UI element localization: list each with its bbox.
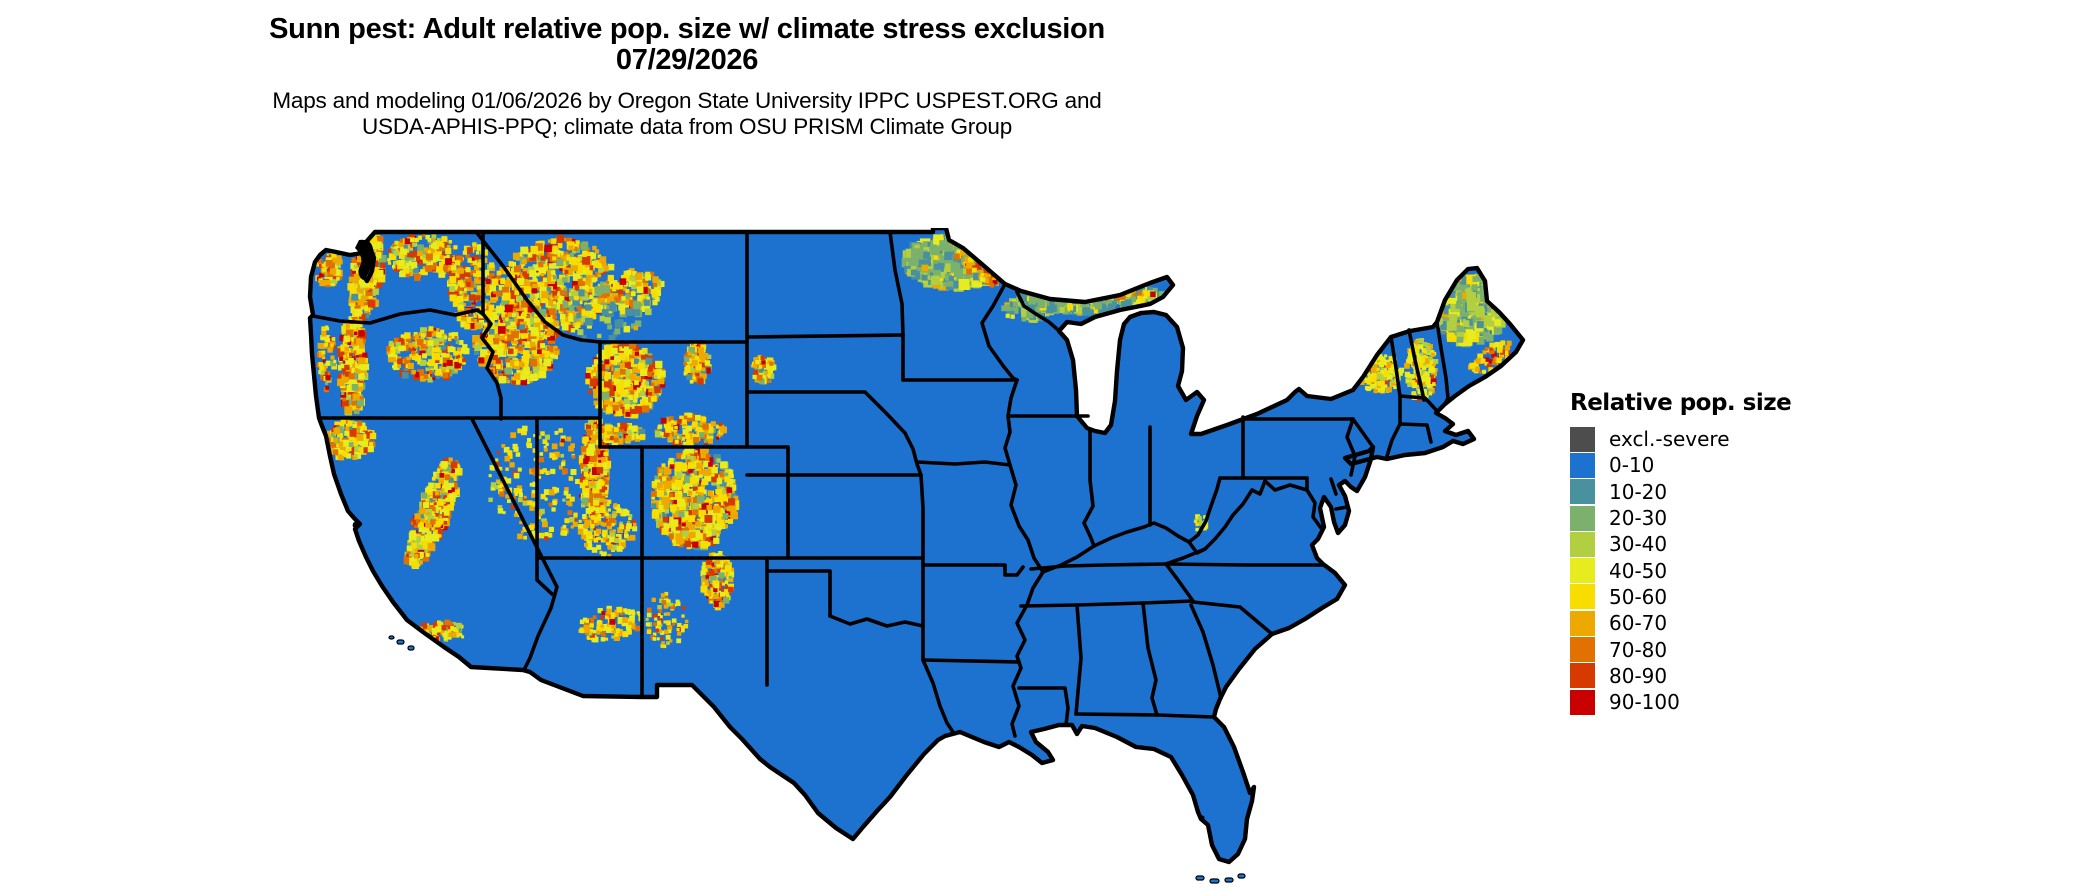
hotspot-or-cascades xyxy=(337,316,370,416)
map-legend: Relative pop. size excl.-severe 0-10 10-20… xyxy=(1570,390,1900,715)
hotspot-mt-west xyxy=(489,235,616,336)
legend-label: 30-40 xyxy=(1609,532,1668,557)
legend-swatch xyxy=(1570,558,1595,584)
legend-swatch xyxy=(1570,426,1595,452)
legend-label: excl.-severe xyxy=(1609,427,1730,452)
legend-swatch xyxy=(1570,505,1595,531)
hotspot-wa-okanogan xyxy=(387,233,461,281)
hotspot-yellowstone-wy xyxy=(585,342,666,419)
map-subtitle: Maps and modeling 01/06/2026 by Oregon S… xyxy=(137,88,1237,140)
florida-key xyxy=(1209,878,1220,884)
legend-item: 20-30 xyxy=(1570,505,1900,531)
hotspot-id-panhandle xyxy=(447,242,499,331)
legend-label: 60-70 xyxy=(1609,611,1668,636)
legend-swatch xyxy=(1570,637,1595,663)
map-subtitle-line1: Maps and modeling 01/06/2026 by Oregon S… xyxy=(272,88,1102,113)
legend-item: 70-80 xyxy=(1570,636,1900,663)
legend-item: 50-60 xyxy=(1570,584,1900,610)
legend-rows: excl.-severe 0-10 10-20 20-30 30-40 40-50 50-6… xyxy=(1570,426,1900,715)
hotspot-co-rockies xyxy=(650,445,740,551)
legend-label: 20-30 xyxy=(1609,506,1668,531)
legend-label: 50-60 xyxy=(1609,584,1668,609)
legend-swatch xyxy=(1570,531,1595,557)
legend-swatch xyxy=(1570,479,1595,505)
legend-item: 40-50 xyxy=(1570,557,1900,584)
legend-swatch xyxy=(1570,610,1595,636)
islands xyxy=(388,635,1246,884)
florida-key xyxy=(1237,873,1246,879)
hotspot-sierra-nevada xyxy=(403,457,463,569)
hotspot-norcal-ranges xyxy=(324,419,377,461)
hotspot-nm-west-ranges xyxy=(645,591,689,649)
legend-item: 90-100 xyxy=(1570,689,1900,715)
channel-island xyxy=(388,635,395,640)
hotspot-wy-south-ranges xyxy=(654,412,727,447)
legend-label: 70-80 xyxy=(1609,637,1668,662)
hotspot-nm-sangre-de-cristo xyxy=(700,551,735,611)
legend-item: 10-20 xyxy=(1570,479,1900,505)
hotspot-or-coast-range xyxy=(316,325,338,393)
hotspot-mn-superior-shore xyxy=(954,249,999,288)
hotspot-mt-green-fringe xyxy=(559,285,652,342)
legend-label: 80-90 xyxy=(1609,663,1668,688)
us-map-svg xyxy=(307,225,1526,884)
map-title-date: 07/29/2026 xyxy=(615,44,759,76)
legend-swatch xyxy=(1570,452,1595,478)
hotspot-bighorn-mtns xyxy=(683,340,712,385)
hotspot-olympic-mtns xyxy=(314,253,343,288)
legend-swatch xyxy=(1570,663,1595,689)
legend-swatch xyxy=(1570,689,1595,715)
legend-swatch xyxy=(1570,584,1595,610)
florida-key xyxy=(1195,875,1205,881)
hotspot-or-blue-mtns xyxy=(386,326,470,383)
legend-title: Relative pop. size xyxy=(1570,390,1792,416)
legend-item: excl.-severe xyxy=(1570,426,1900,452)
state-borders xyxy=(311,230,1450,738)
legend-label: 0-10 xyxy=(1609,453,1655,478)
hotspot-nv-ranges xyxy=(488,425,593,541)
hotspot-maine-downeast-coast xyxy=(1468,340,1512,374)
legend-label: 90-100 xyxy=(1609,690,1680,715)
legend-label: 10-20 xyxy=(1609,479,1668,504)
legend-label: 40-50 xyxy=(1609,558,1668,583)
map-header: Sunn pest: Adult relative pop. size w/ c… xyxy=(137,14,1237,140)
us-map xyxy=(305,225,1535,888)
hotspot-az-mogollon xyxy=(578,605,644,643)
conus-coastline xyxy=(307,225,1526,865)
map-subtitle-line2: USDA-APHIS-PPQ; climate data from OSU PR… xyxy=(361,114,1013,139)
legend-item: 0-10 xyxy=(1570,452,1900,478)
hotspot-black-hills xyxy=(750,354,777,385)
legend-item: 80-90 xyxy=(1570,663,1900,689)
legend-item: 30-40 xyxy=(1570,531,1900,557)
channel-island xyxy=(407,645,415,651)
channel-island xyxy=(396,639,405,645)
hotspot-ut-south-plateaus xyxy=(577,499,638,558)
map-title-line1: Sunn pest: Adult relative pop. size w/ c… xyxy=(269,13,1105,45)
legend-item: 60-70 xyxy=(1570,610,1900,636)
florida-key xyxy=(1224,877,1234,883)
hotspot-ut-uintas xyxy=(595,422,646,445)
